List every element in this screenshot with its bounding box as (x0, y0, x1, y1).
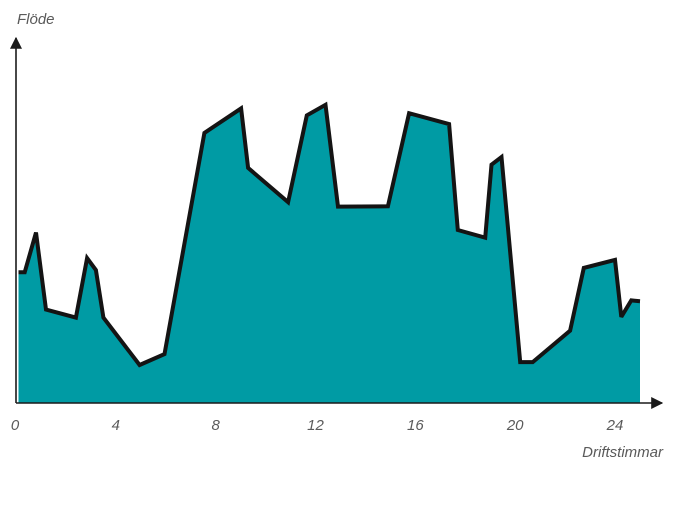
x-tick-label: 8 (212, 417, 221, 434)
x-tick-label: 24 (606, 417, 624, 434)
x-tick-label: 12 (307, 417, 324, 434)
x-tick-label: 4 (112, 417, 120, 434)
x-axis-label: Driftstimmar (582, 444, 664, 461)
x-tick-label: 0 (11, 417, 20, 434)
flow-area-fill (18, 104, 640, 404)
flow-series-line (18, 101, 641, 368)
y-axis-label: Flöde (17, 11, 55, 28)
x-tick-label: 20 (506, 417, 524, 434)
x-tick-label: 16 (407, 417, 424, 434)
